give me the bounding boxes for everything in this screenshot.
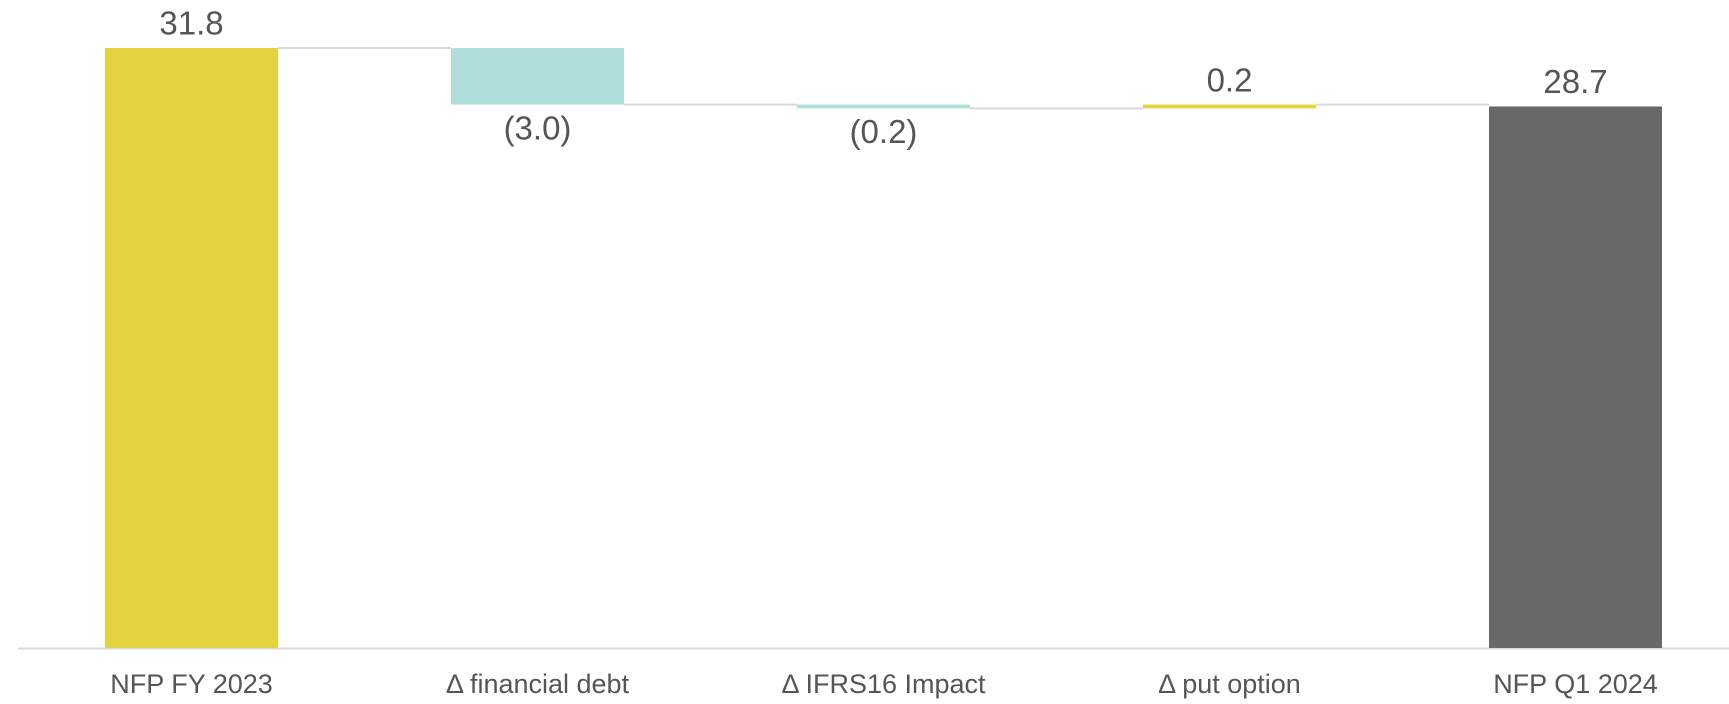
value-label: (0.2) <box>850 113 918 150</box>
x-tick-label: Δ financial debt <box>446 669 630 699</box>
bar <box>451 48 624 105</box>
bar <box>105 48 278 648</box>
x-tick-label: NFP Q1 2024 <box>1493 669 1658 699</box>
bar <box>1489 106 1662 649</box>
value-label: 28.7 <box>1543 63 1607 100</box>
x-tick-label: NFP FY 2023 <box>110 669 273 699</box>
x-tick-label: Δ IFRS16 Impact <box>781 669 986 699</box>
x-tick-label: Δ put option <box>1158 669 1301 699</box>
bar <box>797 104 970 109</box>
bar <box>1143 104 1316 109</box>
value-label: 0.2 <box>1207 61 1253 98</box>
value-label: (3.0) <box>504 109 572 146</box>
value-label: 31.8 <box>159 5 223 42</box>
